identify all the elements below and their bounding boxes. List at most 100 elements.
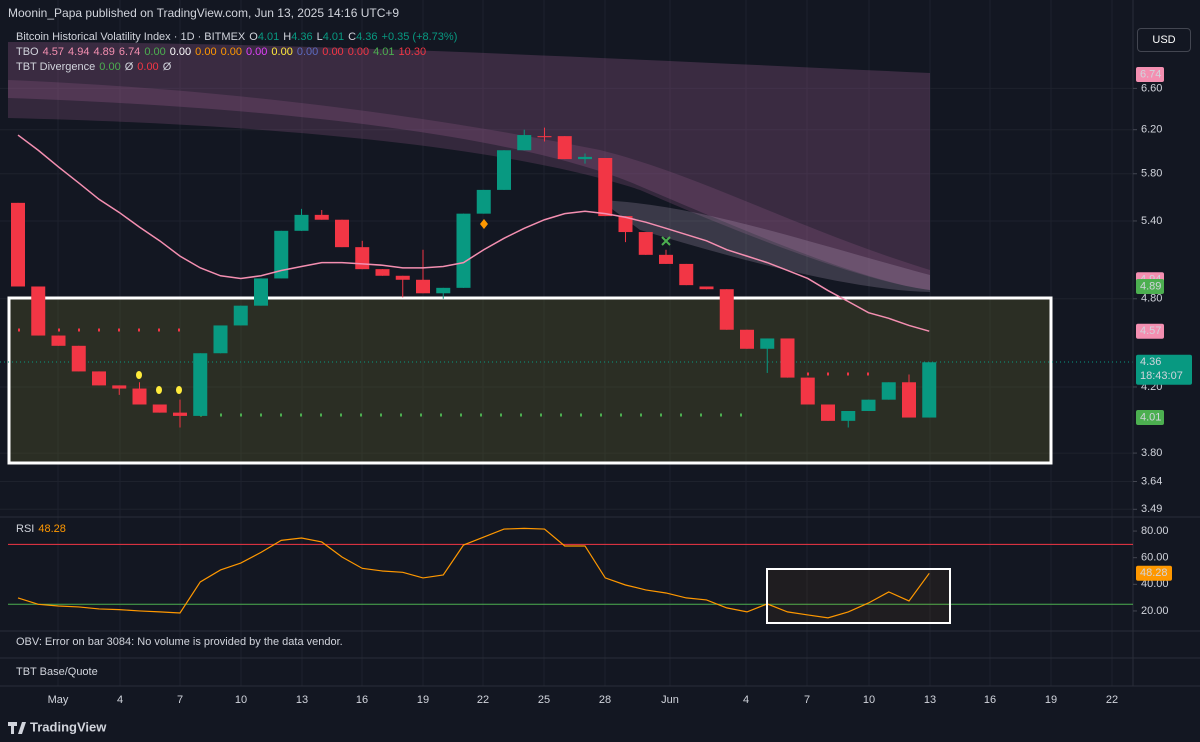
cross-marker bbox=[661, 236, 671, 246]
candle-body bbox=[436, 287, 451, 294]
base-quote: TBT Base/Quote bbox=[16, 666, 98, 678]
rsi-line bbox=[17, 527, 930, 619]
y-tick-label: 6.60 bbox=[1141, 82, 1162, 94]
signal-marker bbox=[156, 386, 162, 394]
x-tick-label: 10 bbox=[863, 694, 875, 706]
indicator-value: 10.30 bbox=[398, 46, 427, 58]
indicator-value: 4.94 bbox=[68, 46, 90, 58]
candle-body bbox=[193, 353, 208, 416]
candle-body bbox=[557, 136, 572, 160]
x-tick-label: 13 bbox=[296, 694, 308, 706]
y-tick-label: 6.20 bbox=[1141, 124, 1162, 136]
candle-body bbox=[517, 135, 532, 151]
candle-body bbox=[659, 254, 673, 264]
candle-body bbox=[335, 219, 349, 248]
candle-body bbox=[497, 150, 511, 190]
candle-body bbox=[51, 335, 66, 346]
candle-body bbox=[618, 216, 633, 233]
indicator-value: 0.00 bbox=[296, 46, 319, 58]
rsi-tick-label: 80.00 bbox=[1141, 525, 1169, 537]
price-badge-label: 4.01 bbox=[1140, 411, 1161, 423]
legend-row: Bitcoin Historical Volatility Index · 1D… bbox=[16, 31, 461, 43]
currency-button[interactable]: USD bbox=[1137, 28, 1191, 52]
candle-body bbox=[537, 136, 552, 138]
range-box bbox=[7, 296, 1053, 465]
symbol: Bitcoin Historical Volatility Index · 1D… bbox=[16, 31, 246, 43]
x-tick-label: 19 bbox=[417, 694, 429, 706]
candle-body bbox=[578, 156, 592, 160]
x-tick-label: 19 bbox=[1045, 694, 1057, 706]
indicator-value: 0.00 bbox=[99, 61, 121, 73]
candle-body bbox=[699, 286, 714, 290]
candle-body bbox=[780, 338, 795, 378]
candle-body bbox=[254, 278, 268, 306]
ohlc-value: 4.36 bbox=[356, 31, 378, 43]
ohlc-value: 4.01 bbox=[322, 31, 345, 43]
obv-error: OBV: Error on bar 3084: No volume is pro… bbox=[16, 636, 343, 648]
x-tick-label: 7 bbox=[177, 694, 183, 706]
legend-row: TBO 4.57 4.94 4.89 6.74 0.00 0.00 0.00 0.00 0.00 0… bbox=[16, 46, 430, 58]
cloud-inner bbox=[8, 80, 930, 290]
y-tick-label: 5.80 bbox=[1141, 168, 1162, 180]
rsi-box bbox=[766, 568, 951, 624]
indicator-value: 4.57 bbox=[42, 46, 65, 58]
indicator-value: 0.00 bbox=[322, 46, 344, 58]
x-tick-label: 10 bbox=[235, 694, 247, 706]
x-tick-label: May bbox=[48, 694, 69, 706]
rsi-badge bbox=[1136, 565, 1172, 581]
candle-body bbox=[719, 289, 734, 330]
y-tick-label: 3.49 bbox=[1141, 503, 1162, 515]
rsi-tick-label: 60.00 bbox=[1141, 552, 1169, 564]
indicator-name: TBO bbox=[16, 46, 39, 58]
ohlc-key: H bbox=[283, 31, 292, 43]
y-tick-label: 3.80 bbox=[1141, 447, 1162, 459]
y-tick-label: 5.40 bbox=[1141, 215, 1162, 227]
candle-body bbox=[11, 202, 25, 287]
indicator-name: RSI bbox=[16, 523, 35, 535]
y-tick-label: 4.80 bbox=[1141, 293, 1162, 305]
price-badge-label: 4.89 bbox=[1140, 280, 1161, 292]
price-badge-label: 6.74 bbox=[1140, 68, 1161, 80]
candle-body bbox=[416, 279, 430, 294]
candle-body bbox=[598, 157, 613, 217]
candle-body bbox=[294, 214, 309, 231]
indicator-value: 0.00 bbox=[144, 46, 166, 58]
publisher: Moonin_Papa published on TradingView.com… bbox=[8, 6, 400, 20]
signal-marker bbox=[176, 386, 182, 394]
candle-body bbox=[92, 371, 106, 386]
x-tick-label: 28 bbox=[599, 694, 611, 706]
rsi-tick-label: 20.00 bbox=[1141, 605, 1169, 617]
candle-body bbox=[395, 275, 410, 280]
candle-body bbox=[314, 214, 329, 220]
price-badge-label: 4.57 bbox=[1140, 325, 1161, 337]
candle-body bbox=[800, 377, 815, 405]
indicator-value: 0.00 bbox=[271, 46, 293, 58]
price-badge bbox=[1136, 67, 1164, 83]
candle-body bbox=[881, 382, 896, 400]
x-tick-label: 16 bbox=[984, 694, 996, 706]
cloud-outer bbox=[8, 42, 930, 290]
indicator-value: 4.89 bbox=[93, 46, 115, 58]
candle-body bbox=[476, 189, 491, 214]
indicator-value: 0.00 bbox=[137, 61, 159, 73]
countdown: 18:43:07 bbox=[1140, 370, 1183, 382]
indicator-value: 0.00 bbox=[195, 46, 217, 58]
price-badge bbox=[1136, 323, 1164, 339]
price-badge bbox=[1136, 354, 1192, 385]
candle-body bbox=[152, 404, 167, 413]
candle-body bbox=[375, 269, 390, 276]
x-tick-label: 7 bbox=[804, 694, 810, 706]
brand-name: TradingView bbox=[30, 719, 107, 734]
signal-marker bbox=[136, 371, 142, 379]
moving-average bbox=[17, 134, 930, 332]
x-tick-label: 13 bbox=[924, 694, 936, 706]
candle-body bbox=[233, 305, 248, 326]
indicator-value: 0.00 bbox=[347, 46, 370, 58]
candle-body bbox=[902, 382, 916, 418]
candle-body bbox=[638, 232, 653, 255]
indicator-value: 0.00 bbox=[220, 46, 242, 58]
candle-body bbox=[213, 325, 228, 354]
candle-body bbox=[821, 404, 835, 421]
candle-body bbox=[740, 329, 754, 349]
